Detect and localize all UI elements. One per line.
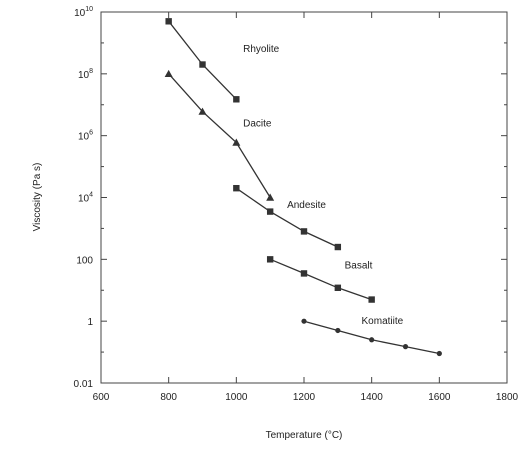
dacite-label: Dacite: [243, 118, 272, 129]
basalt-line: [269, 258, 372, 301]
y-tick-label: 0.01: [74, 379, 94, 390]
y-tick-label: 108: [78, 68, 93, 81]
series-lines: [168, 20, 440, 355]
basalt-label: Basalt: [345, 261, 373, 272]
x-tick-label: 1000: [225, 392, 248, 403]
y-axis-label-group: Viscosity (Pa s): [32, 163, 43, 232]
basalt-point: [368, 296, 375, 303]
x-axis-label: Temperature (°C): [266, 430, 343, 441]
andesite-point: [334, 243, 342, 251]
y-axis-label: Viscosity (Pa s): [32, 163, 43, 232]
andesite-point: [300, 228, 308, 235]
x-tick-labels: 600 800 1000 1200 1400 1600 1800: [93, 392, 519, 403]
komatiite-label: Komatiite: [362, 316, 404, 327]
x-tick-label: 1200: [293, 392, 316, 403]
y-tick-label: 104: [78, 192, 93, 205]
dacite-line: [168, 73, 271, 198]
plot-frame: [100, 11, 508, 384]
andesite-point: [266, 208, 274, 215]
series-markers: [164, 18, 442, 357]
y-tick-label: 1010: [74, 6, 93, 19]
andesite-label: Andesite: [287, 200, 326, 211]
rhyolite-point: [199, 61, 206, 68]
x-tick-label: 800: [160, 392, 177, 403]
y-tick-label: 106: [78, 130, 93, 143]
komatiite-point: [301, 318, 307, 324]
rhyolite-point: [165, 18, 172, 25]
x-tick-label: 600: [93, 392, 110, 403]
x-tick-label: 1600: [428, 392, 451, 403]
komatiite-point: [402, 344, 409, 350]
series-labels: Rhyolite Dacite Andesite Basalt Komatiite: [243, 44, 404, 327]
axis-ticks: [100, 11, 508, 384]
rhyolite-line: [168, 20, 237, 100]
dacite-point: [232, 138, 241, 146]
basalt-point: [334, 284, 342, 292]
x-tick-label: 1400: [361, 392, 384, 403]
andesite-point: [233, 184, 240, 192]
komatiite-point: [436, 350, 442, 357]
x-tick-label: 1800: [496, 392, 519, 403]
y-tick-label: 100: [76, 255, 93, 266]
rhyolite-label: Rhyolite: [243, 44, 280, 55]
dacite-point: [198, 107, 207, 115]
rhyolite-point: [233, 96, 240, 103]
komatiite-point: [335, 327, 341, 334]
y-tick-labels: 0.01 1 100 104 106 108 1010: [74, 6, 94, 390]
y-tick-label: 1: [87, 317, 93, 328]
dacite-point: [164, 69, 173, 78]
andesite-line: [235, 187, 339, 248]
komatiite-point: [369, 337, 375, 343]
basalt-point: [266, 256, 274, 263]
basalt-point: [300, 270, 308, 277]
dacite-point: [266, 193, 275, 201]
